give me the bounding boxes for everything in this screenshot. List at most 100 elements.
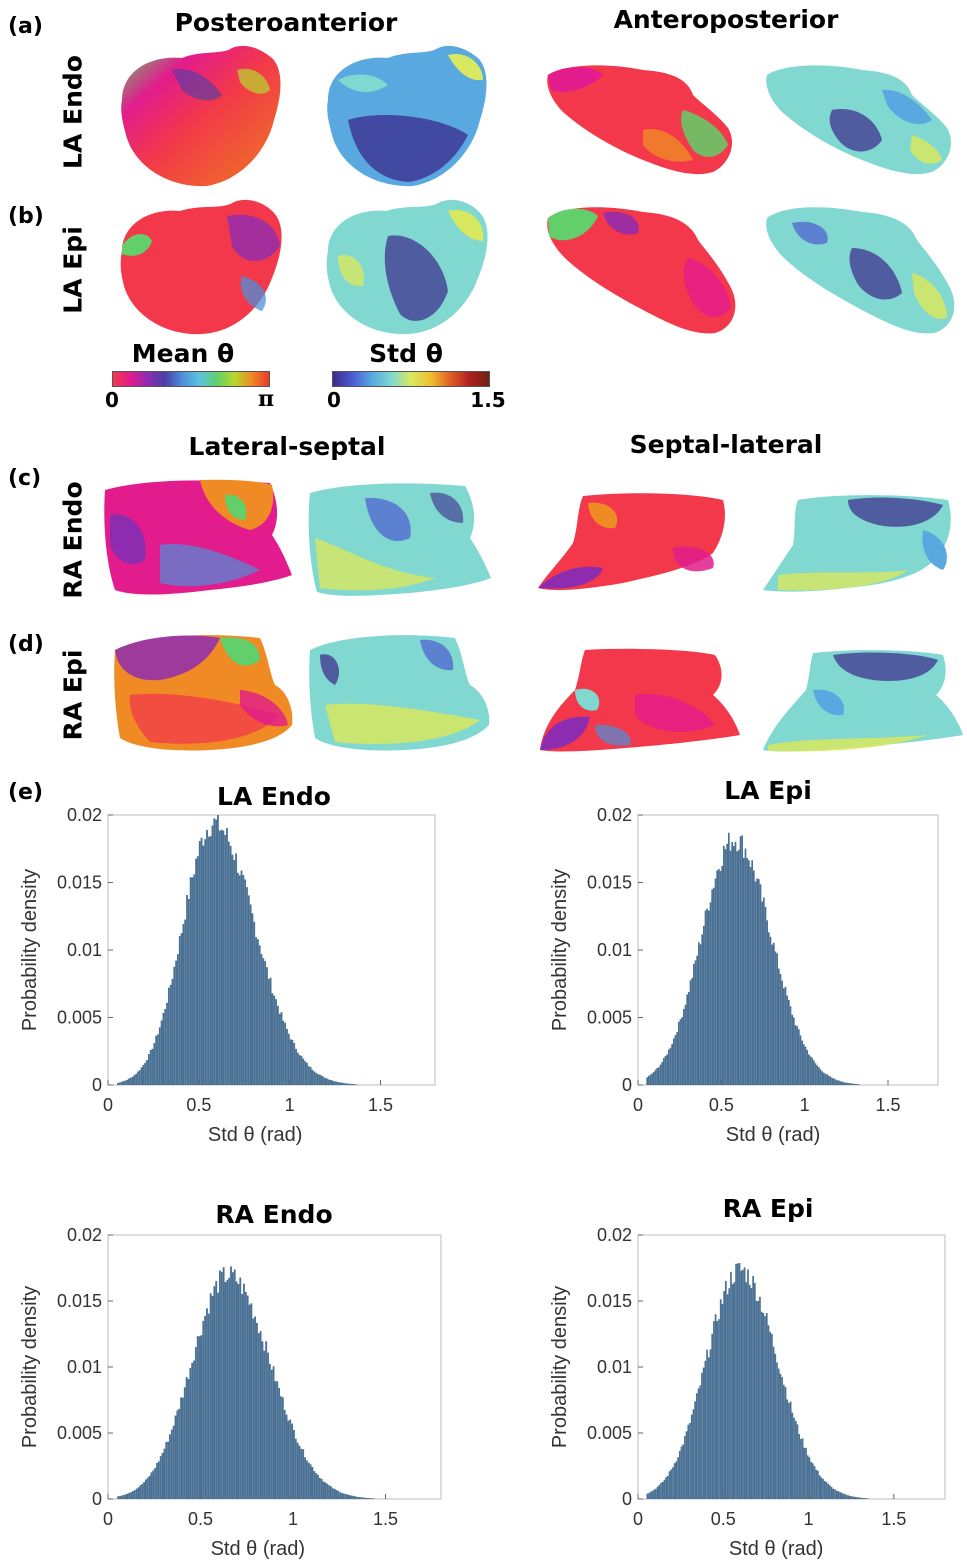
histogram-bar — [153, 1043, 156, 1085]
histogram-bar — [171, 978, 174, 1085]
histogram-bar — [298, 1445, 301, 1499]
y-tick-label: 0.005 — [57, 1008, 102, 1028]
ra-epi-std-map-septal-lateral — [763, 650, 963, 752]
histogram-bar — [823, 1072, 825, 1085]
histogram-bar — [839, 1081, 842, 1085]
histogram-bar — [858, 1084, 860, 1085]
histogram-bar — [127, 1078, 130, 1085]
ra-endo-mean-map-lateral-septal — [104, 479, 292, 595]
histogram-bar — [267, 1352, 269, 1499]
histogram-bar — [240, 870, 243, 1085]
histogram-bar — [696, 955, 698, 1085]
histogram-bar — [263, 1350, 266, 1499]
histogram-ra-epi: 0 0.005 0.01 0.015 0.02 0 0.5 1 1.5 Std θ (rad) Pr… — [549, 1225, 946, 1560]
histogram-bar — [803, 1447, 806, 1499]
histogram-bar — [655, 1488, 657, 1499]
histogram-bar — [685, 1431, 688, 1499]
histogram-bar — [658, 1484, 661, 1499]
histogram-bar — [276, 1381, 279, 1499]
histogram-bar — [656, 1068, 658, 1085]
histogram-bar — [177, 954, 179, 1085]
y-tick-label: 0.005 — [587, 1008, 632, 1028]
histogram-bar — [148, 1475, 151, 1499]
histogram-bar — [678, 1021, 680, 1085]
histogram-bar — [851, 1083, 853, 1085]
histogram-bar — [137, 1071, 139, 1085]
histogram-bar — [307, 1066, 310, 1085]
histogram-bar — [848, 1083, 850, 1085]
y-tick-label: 0 — [622, 1075, 632, 1095]
histogram-bar — [165, 1441, 168, 1499]
histogram-bar — [723, 845, 725, 1085]
histogram-bar — [684, 1436, 686, 1499]
histogram-bar — [122, 1081, 125, 1085]
histogram-bar — [336, 1081, 339, 1085]
histogram-bar — [837, 1491, 840, 1499]
histogram-bar — [784, 986, 787, 1085]
histogram-bar — [851, 1496, 853, 1499]
histogram-bar — [217, 1292, 219, 1499]
histogram-bar — [663, 1479, 666, 1499]
histogram-bar — [741, 835, 743, 1085]
histogram-bar — [268, 1363, 271, 1499]
histogram-bar — [772, 1346, 775, 1499]
histogram-bar — [284, 1022, 287, 1085]
ra-endo-std-map-septal-lateral — [763, 495, 951, 592]
histogram-bar — [257, 1333, 260, 1499]
histogram-bar — [189, 877, 192, 1085]
histogram-bar — [118, 1082, 121, 1085]
histogram-bar — [194, 1347, 197, 1499]
histogram-bar — [259, 1331, 262, 1499]
histogram-bar — [367, 1497, 369, 1499]
y-tick-label: 0.01 — [597, 1357, 632, 1377]
histogram-bar — [271, 993, 274, 1085]
histogram-bar — [147, 1054, 150, 1085]
histogram-bar — [307, 1462, 310, 1499]
histogram-bar — [282, 1020, 285, 1085]
histogram-bar — [326, 1483, 329, 1499]
histogram-bar — [859, 1497, 862, 1499]
histogram-bar — [246, 887, 248, 1085]
histogram-bar — [353, 1084, 356, 1085]
histogram-bar — [241, 1293, 244, 1499]
histogram-bar — [233, 860, 236, 1085]
histogram-bar — [711, 1333, 714, 1499]
x-axis-label: Std θ (rad) — [729, 1538, 823, 1560]
histogram-bar — [157, 1461, 160, 1499]
histogram-bar — [829, 1076, 832, 1085]
y-tick-label: 0.02 — [597, 805, 632, 825]
histogram-bar — [132, 1491, 134, 1499]
histogram-bar — [166, 1002, 168, 1085]
histogram-bar — [295, 1048, 297, 1085]
histogram-bar — [120, 1081, 123, 1085]
histogram-bar — [333, 1488, 336, 1499]
histogram-bar — [237, 1284, 240, 1499]
histogram-bar — [244, 1291, 247, 1499]
histogram-bar — [783, 988, 785, 1085]
histogram-bar — [315, 1473, 318, 1499]
histogram-bar — [331, 1488, 334, 1499]
histogram-bar — [197, 856, 199, 1085]
histogram-bar — [856, 1497, 859, 1499]
histogram-bar — [247, 895, 250, 1085]
histogram-bar — [320, 1478, 323, 1499]
histogram-bar — [707, 1357, 710, 1499]
histogram-bar — [748, 1284, 751, 1499]
col-title-septal-lateral: Septal-lateral — [629, 430, 823, 459]
histogram-bar — [844, 1082, 847, 1085]
histogram-bar — [755, 1300, 758, 1499]
histogram-bar — [786, 1399, 789, 1499]
x-tick-label: 1.5 — [373, 1509, 398, 1529]
histogram-bar — [326, 1078, 328, 1085]
histogram-bar — [648, 1075, 650, 1085]
histogram-bar — [178, 1408, 181, 1499]
histogram-bar — [311, 1069, 314, 1085]
histogram-bar — [193, 874, 196, 1085]
histogram-bar — [726, 1294, 729, 1499]
histogram-bar — [198, 1336, 201, 1499]
histogram-bar — [354, 1496, 356, 1499]
histogram-bar — [243, 1283, 245, 1499]
histogram-la-epi: 0 0.005 0.01 0.015 0.02 0 0.5 1 1.5 Std θ (rad) Pr… — [549, 805, 939, 1146]
histogram-bar — [806, 1049, 808, 1085]
histogram-bar — [788, 1402, 790, 1499]
